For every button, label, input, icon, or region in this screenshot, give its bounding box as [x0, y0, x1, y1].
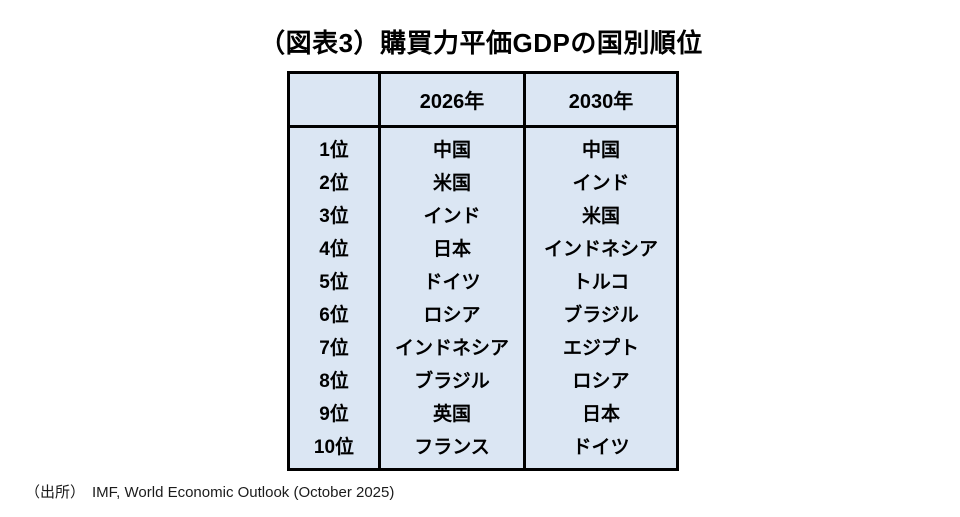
country-2030-cell: トルコ: [523, 264, 679, 297]
table-row: 10位 フランス ドイツ: [287, 429, 679, 471]
source-text: IMF, World Economic Outlook (October 202…: [92, 484, 395, 501]
table-header: 2026年 2030年: [287, 71, 679, 128]
country-2026-cell: 中国: [378, 126, 526, 165]
rank-cell: 6位: [287, 297, 381, 330]
country-2030-cell: 中国: [523, 126, 679, 165]
country-2030-cell: インド: [523, 165, 679, 198]
country-2026-cell: 米国: [378, 165, 526, 198]
country-2026-cell: インド: [378, 198, 526, 231]
table-row: 4位 日本 インドネシア: [287, 231, 679, 264]
rank-cell: 1位: [287, 126, 381, 165]
table-row: 9位 英国 日本: [287, 396, 679, 429]
country-2026-cell: 英国: [378, 396, 526, 429]
source-note: （出所） IMF, World Economic Outlook (October…: [25, 481, 394, 502]
country-2030-cell: ドイツ: [523, 429, 679, 471]
header-cell-rank: [287, 71, 381, 128]
gdp-ranking-table: 2026年 2030年 1位 中国 中国 2位 米国 インド 3位 インド 米国…: [287, 71, 679, 471]
table-row: 6位 ロシア ブラジル: [287, 297, 679, 330]
header-cell-2026: 2026年: [378, 71, 526, 128]
source-label: （出所）: [25, 484, 86, 501]
figure-title: （図表3）購買力平価GDPの国別順位: [259, 28, 703, 58]
table-body: 1位 中国 中国 2位 米国 インド 3位 インド 米国 4位 日本 インドネシ…: [287, 126, 679, 471]
country-2030-cell: 米国: [523, 198, 679, 231]
rank-cell: 5位: [287, 264, 381, 297]
rank-cell: 7位: [287, 330, 381, 363]
country-2030-cell: ロシア: [523, 363, 679, 396]
country-2026-cell: ドイツ: [378, 264, 526, 297]
rank-cell: 8位: [287, 363, 381, 396]
country-2026-cell: 日本: [378, 231, 526, 264]
country-2030-cell: エジプト: [523, 330, 679, 363]
country-2026-cell: ロシア: [378, 297, 526, 330]
table-row: 7位 インドネシア エジプト: [287, 330, 679, 363]
rank-cell: 2位: [287, 165, 381, 198]
country-2026-cell: ブラジル: [378, 363, 526, 396]
country-2030-cell: ブラジル: [523, 297, 679, 330]
country-2026-cell: フランス: [378, 429, 526, 471]
rank-cell: 4位: [287, 231, 381, 264]
country-2030-cell: 日本: [523, 396, 679, 429]
header-cell-2030: 2030年: [523, 71, 679, 128]
rank-cell: 9位: [287, 396, 381, 429]
table-row: 1位 中国 中国: [287, 126, 679, 165]
country-2030-cell: インドネシア: [523, 231, 679, 264]
table-row: 2位 米国 インド: [287, 165, 679, 198]
table-row: 8位 ブラジル ロシア: [287, 363, 679, 396]
table-row: 3位 インド 米国: [287, 198, 679, 231]
rank-cell: 3位: [287, 198, 381, 231]
rank-cell: 10位: [287, 429, 381, 471]
country-2026-cell: インドネシア: [378, 330, 526, 363]
header-row: 2026年 2030年: [287, 71, 679, 128]
table-row: 5位 ドイツ トルコ: [287, 264, 679, 297]
